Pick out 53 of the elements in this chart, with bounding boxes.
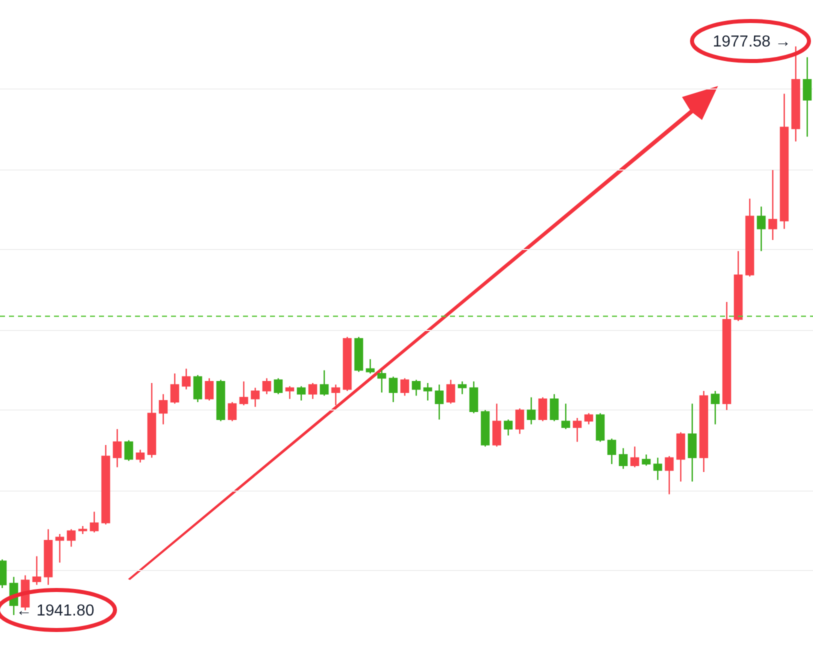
candlestick <box>642 454 651 466</box>
candlestick <box>618 448 628 470</box>
candlestick <box>32 556 42 586</box>
candlestick <box>90 511 99 534</box>
candlestick <box>423 382 432 402</box>
annotation: 1977.58 → <box>712 34 791 51</box>
candlestick <box>688 403 697 482</box>
candlestick <box>66 528 76 548</box>
candlestick <box>193 374 202 403</box>
annotation: ← 1941.80 <box>16 602 94 620</box>
candlestick <box>768 169 778 241</box>
candlestick <box>538 396 548 422</box>
candlestick <box>274 378 283 395</box>
candlestick <box>366 358 375 374</box>
candlestick <box>170 372 180 404</box>
candlestick <box>584 412 594 425</box>
candlestick <box>308 382 318 400</box>
candlestick <box>756 206 766 252</box>
candlestick <box>572 417 582 442</box>
candlestick <box>412 379 421 396</box>
candlestick <box>400 378 410 396</box>
candlestick <box>458 380 467 395</box>
candlestick <box>434 384 444 420</box>
candlestick <box>228 401 237 422</box>
candlestick <box>320 370 329 396</box>
candlestick <box>388 376 398 403</box>
candlestick <box>802 56 812 138</box>
candlestick <box>377 370 386 394</box>
candlestick <box>446 379 456 404</box>
candlestick <box>296 386 306 402</box>
candlestick <box>526 396 536 425</box>
candlestick <box>124 440 134 462</box>
candlestick <box>285 386 294 400</box>
candlestick <box>331 384 340 406</box>
candlestick <box>112 428 122 468</box>
candlestick <box>250 387 260 408</box>
candlestick <box>136 449 145 464</box>
candlestick <box>469 380 478 414</box>
candlestick <box>607 438 616 465</box>
candlestick <box>550 393 559 422</box>
candlestick <box>239 380 248 406</box>
candlestick <box>504 418 513 436</box>
candlestick <box>653 457 662 481</box>
candlestick <box>515 408 524 435</box>
candlestick <box>630 446 640 468</box>
candlestick <box>182 368 191 390</box>
candlestick <box>561 403 570 430</box>
candlestick <box>158 393 168 425</box>
candlestick <box>710 390 720 425</box>
candlestick <box>262 378 272 395</box>
candlestick <box>664 455 674 495</box>
candlestick <box>204 378 214 402</box>
candlestick <box>492 403 502 448</box>
